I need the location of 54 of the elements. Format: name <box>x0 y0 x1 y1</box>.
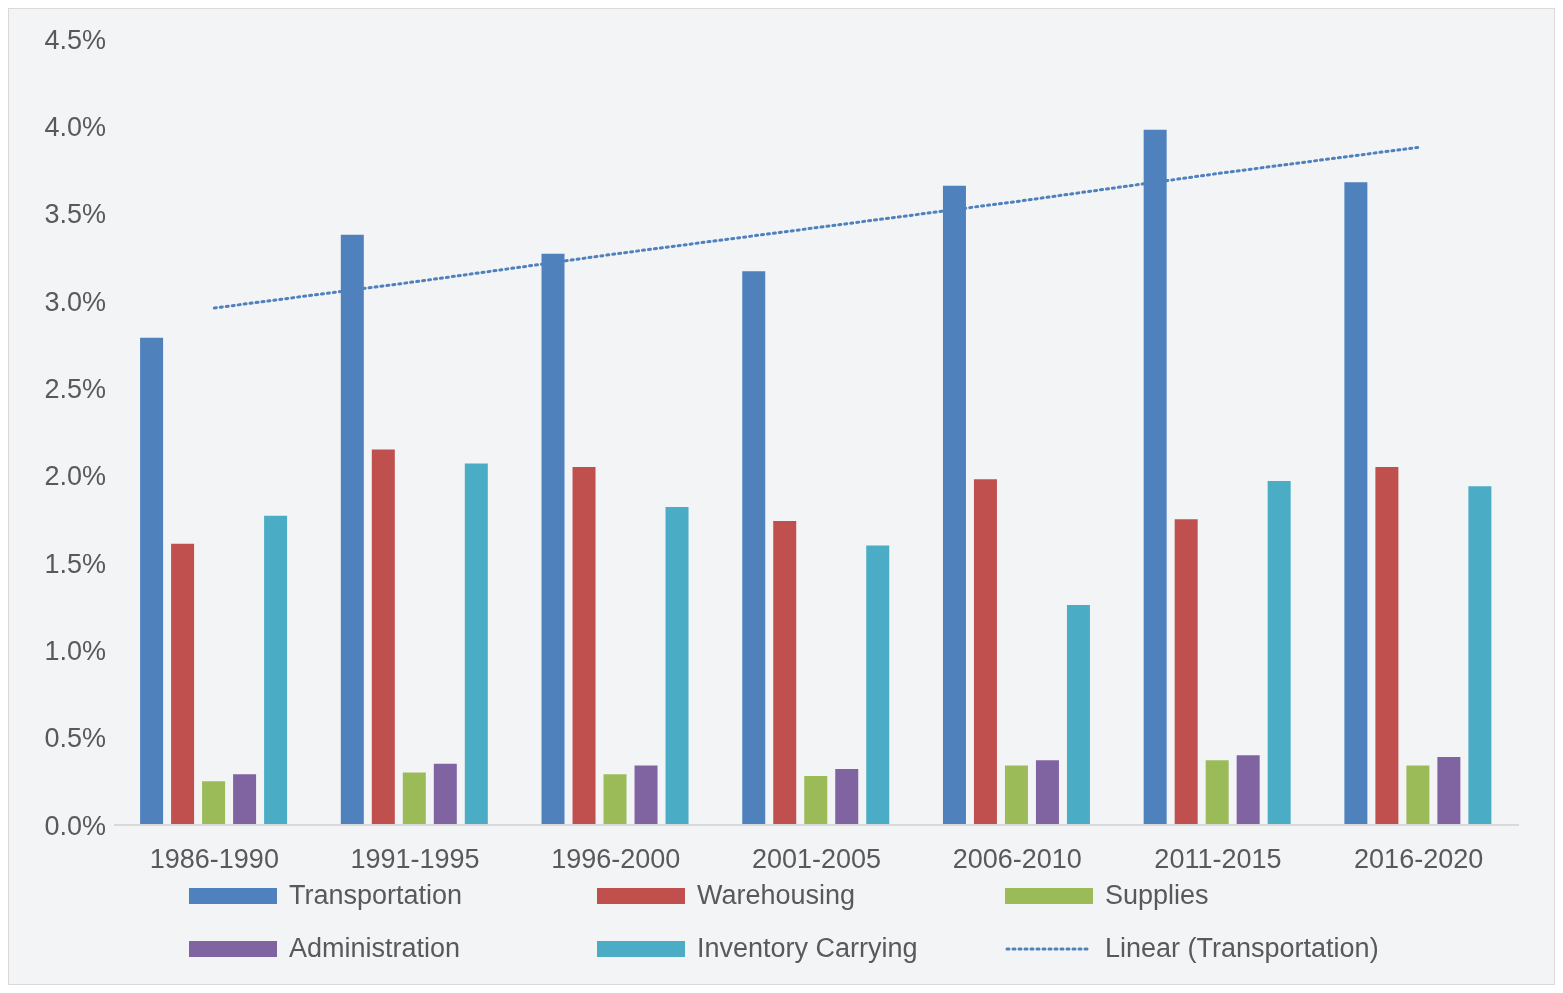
x-tick-label: 2001-2005 <box>751 844 882 875</box>
bar <box>1035 760 1059 825</box>
bar <box>1375 466 1399 825</box>
legend-label: Inventory Carrying <box>697 933 918 964</box>
x-tick-label: 2011-2015 <box>1154 844 1282 875</box>
x-tick-label: 2016-2020 <box>1354 844 1484 875</box>
y-tick-label: 2.5% <box>44 373 106 404</box>
y-tick-label: 3.0% <box>44 286 106 317</box>
y-tick-label: 1.5% <box>44 548 106 579</box>
y-tick-label: 4.0% <box>44 111 106 142</box>
x-tick-label: 1986-1990 <box>149 844 279 875</box>
bar <box>634 765 658 825</box>
x-tick-label: 1991-1995 <box>350 844 480 875</box>
bar <box>464 463 488 825</box>
bar <box>402 772 426 825</box>
bar <box>433 763 457 825</box>
legend-label: Transportation <box>289 880 463 911</box>
y-tick-label: 2.0% <box>44 461 106 492</box>
bar <box>1174 519 1198 825</box>
bar <box>1267 480 1291 825</box>
bar <box>665 507 689 825</box>
y-tick-label: 3.5% <box>44 199 106 230</box>
bar <box>1344 182 1368 825</box>
legend-label: Linear (Transportation) <box>1105 933 1379 964</box>
bar <box>264 515 288 825</box>
y-tick-label: 1.0% <box>44 635 106 666</box>
y-tick-label: 0.0% <box>44 810 106 841</box>
legend-label: Administration <box>289 933 461 964</box>
bar <box>572 466 596 825</box>
bar <box>835 769 859 825</box>
y-tick-label: 4.5% <box>44 24 106 55</box>
bar <box>1004 765 1028 825</box>
x-tick-label: 2006-2010 <box>952 844 1082 875</box>
bar <box>371 449 395 825</box>
bar <box>171 543 195 825</box>
bar <box>866 545 890 825</box>
bar <box>233 774 257 825</box>
bar <box>804 776 828 825</box>
bar <box>1468 486 1492 825</box>
bar <box>140 337 164 825</box>
legend-label: Supplies <box>1105 880 1209 911</box>
bar <box>1236 755 1260 825</box>
legend-label: Warehousing <box>697 880 856 911</box>
bar <box>773 521 797 825</box>
y-tick-label: 0.5% <box>44 723 106 754</box>
bar <box>1205 760 1229 825</box>
bar <box>1406 765 1430 825</box>
bar <box>603 774 627 825</box>
bar <box>1066 604 1090 825</box>
x-tick-label: 1996-2000 <box>551 844 681 875</box>
bar <box>202 781 226 825</box>
bar <box>1437 756 1461 825</box>
bar <box>742 271 766 825</box>
bar <box>973 479 997 825</box>
